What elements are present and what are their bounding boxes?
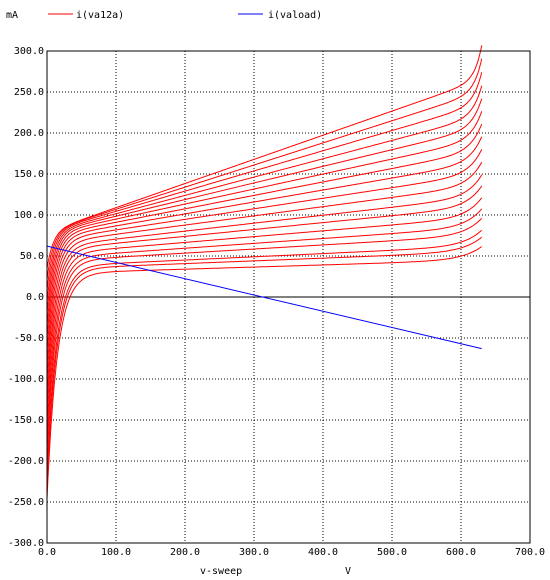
series-va12a-curve <box>46 85 483 303</box>
y-tick-label: -300.0 <box>8 538 44 549</box>
plot-area <box>46 45 483 499</box>
series-va12a-curve <box>46 229 483 470</box>
x-tick-label: 500.0 <box>377 547 407 558</box>
x-tick-label: 200.0 <box>170 547 200 558</box>
y-tick-label: 300.0 <box>14 46 44 57</box>
y-tick-labels: 300.0 250.0 200.0 150.0 100.0 50.0 0.0 -50.0 -10… <box>8 46 44 549</box>
x-axis-label: v-sweep <box>200 566 242 577</box>
x-axis-unit: V <box>345 566 351 577</box>
series-va12a-curve <box>46 98 483 315</box>
series-va12a-curve <box>46 197 483 425</box>
series-va12a-curve <box>46 136 483 353</box>
series-va12a-curve <box>46 208 483 440</box>
series-vaload-line <box>46 245 482 350</box>
series-va12a-curve <box>46 111 483 327</box>
legend-label-va12a: i(va12a) <box>76 10 124 21</box>
x-tick-label: 600.0 <box>446 547 476 558</box>
series-va12a-curve <box>46 217 483 454</box>
x-tick-label: 700.0 <box>515 547 545 558</box>
series-va12a-curve <box>46 236 483 484</box>
y-tick-label: 0.0 <box>26 292 44 303</box>
y-tick-label: -150.0 <box>8 415 44 426</box>
y-tick-label: -250.0 <box>8 497 44 508</box>
series-va12a-curve <box>46 45 483 269</box>
series-va12a-curve <box>46 246 482 499</box>
y-tick-label: -200.0 <box>8 456 44 467</box>
y-tick-label: 100.0 <box>14 210 44 221</box>
y-tick-label: 250.0 <box>14 87 44 98</box>
y-tick-label: 50.0 <box>20 251 44 262</box>
series-va12a-curve <box>46 123 483 340</box>
y-axis-unit: mA <box>6 10 18 21</box>
legend-label-vaload: i(vaload) <box>268 10 322 21</box>
series-va12a-curve <box>46 161 483 381</box>
y-tick-label: -50.0 <box>14 333 44 344</box>
x-tick-label: 300.0 <box>239 547 269 558</box>
series-va12a-curve <box>46 72 483 291</box>
y-tick-label: 150.0 <box>14 169 44 180</box>
series-va12a-curve <box>46 174 483 395</box>
x-tick-label: 100.0 <box>101 547 131 558</box>
series-va12a-curve <box>46 149 483 367</box>
y-tick-label: 200.0 <box>14 128 44 139</box>
series-va12a-curve <box>46 185 483 410</box>
plot-frame <box>46 50 531 544</box>
x-tick-label: 400.0 <box>308 547 338 558</box>
y-tick-label: -100.0 <box>8 374 44 385</box>
x-tick-labels: 0.0 100.0 200.0 300.0 400.0 500.0 600.0 700.0 <box>38 547 545 558</box>
x-tick-label: 0.0 <box>38 547 56 558</box>
series-va12a-curve <box>46 58 483 280</box>
